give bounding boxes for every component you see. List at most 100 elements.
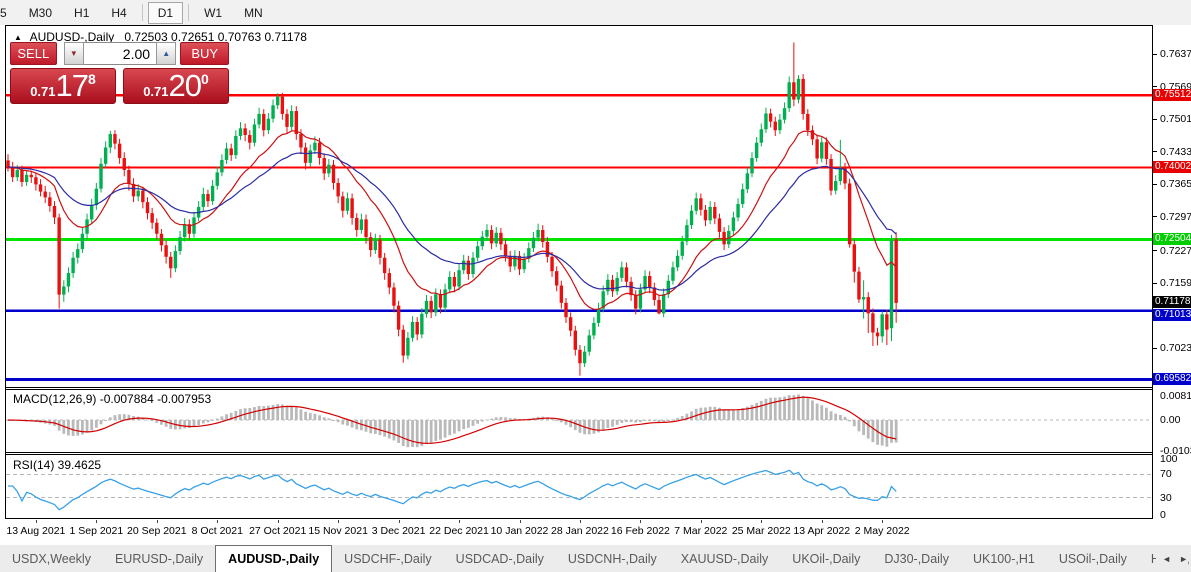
candle (671, 267, 675, 281)
macd-bar (234, 410, 238, 420)
bid-price-box[interactable]: 0.71 17 8 (10, 68, 116, 104)
candle (796, 78, 801, 100)
macd-bar (713, 406, 717, 420)
symbol-tab-dj30-daily[interactable]: DJ30-,Daily (884, 551, 949, 566)
ask-price-prefix: 0.71 (143, 84, 169, 99)
symbol-tab-usdcad-daily[interactable]: USDCAD-,Daily (455, 551, 544, 566)
symbol-tab-ukoil-daily[interactable]: UKOil-,Daily (792, 551, 861, 566)
symbol-tab-uk100-h1[interactable]: UK100-,H1 (972, 551, 1035, 566)
macd-bar (276, 404, 280, 420)
macd-bar (383, 420, 387, 437)
macd-bar (448, 420, 452, 436)
candle (34, 177, 38, 185)
date-axis-label: 28 Jan 2022 (551, 525, 609, 537)
tab-scroll-right-icon[interactable]: ► (1179, 553, 1188, 564)
macd-bar (848, 420, 852, 422)
macd-bar (81, 420, 84, 435)
candle (494, 232, 498, 244)
date-axis-tick-mark (519, 520, 521, 523)
toolbar-separator (188, 4, 190, 21)
timeframe-button-m30[interactable]: M30 (28, 5, 53, 20)
candle (271, 105, 275, 119)
candle (513, 255, 517, 267)
buy-button[interactable]: BUY (180, 42, 229, 65)
symbol-tab-usoil-daily[interactable]: USOil-,Daily (1058, 551, 1127, 566)
price-axis[interactable]: 0.763700.756900.750100.743300.736500.729… (1153, 25, 1191, 544)
price-marker-badge: 0.75512 (1153, 88, 1191, 101)
symbol-tab-audusd-daily[interactable]: AUDUSD-,Daily (215, 545, 333, 572)
timeframe-button-d1[interactable]: D1 (147, 1, 184, 24)
symbol-tab-xauusd-daily[interactable]: XAUUSD-,Daily (680, 551, 769, 566)
candle (131, 183, 136, 197)
candle (462, 260, 466, 271)
timeframe-button-5[interactable]: 5 (0, 5, 7, 20)
macd-bar (838, 415, 842, 420)
macd-bar (834, 413, 838, 420)
macd-bar (876, 420, 879, 445)
macd-bar (141, 417, 145, 420)
candle (322, 158, 326, 174)
macd-bar (160, 420, 163, 425)
date-axis-tick-mark (277, 520, 279, 523)
lot-decrease-button[interactable]: ▼ (63, 42, 85, 65)
candle (159, 233, 164, 246)
macd-bar (192, 420, 196, 427)
chart-plot-area[interactable] (5, 25, 1153, 520)
candle (99, 163, 103, 189)
candle (187, 224, 192, 234)
date-axis-tick-mark (338, 520, 340, 523)
date-axis-tick-mark (217, 520, 219, 523)
tab-scroll-left-icon[interactable]: ◄ (1162, 553, 1172, 564)
candle (280, 96, 285, 114)
macd-bar (629, 420, 633, 423)
symbol-tab-usdchf-daily[interactable]: USDCHF-,Daily (344, 551, 432, 566)
candle (731, 217, 736, 231)
symbol-tab-usdx-weekly[interactable]: USDX,Weekly (12, 551, 91, 566)
timeframe-button-h4[interactable]: H4 (111, 5, 127, 20)
chart-collapse-icon[interactable]: ▲ (14, 33, 22, 42)
toolbar-separator (141, 4, 143, 21)
macd-bar (280, 404, 284, 420)
macd-bar (397, 420, 400, 443)
lot-size-input[interactable] (84, 42, 157, 65)
timeframe-button-w1[interactable]: W1 (204, 5, 223, 20)
candle (243, 128, 247, 136)
candle (675, 255, 680, 268)
macd-bar (885, 420, 889, 447)
candle (117, 143, 122, 159)
candle (475, 246, 480, 258)
candle (699, 198, 703, 210)
candle (485, 229, 489, 237)
macd-bar (745, 406, 749, 420)
candle (66, 273, 71, 287)
macd-bar (625, 420, 628, 423)
candle (471, 257, 475, 275)
macd-bar (355, 420, 359, 430)
candle (299, 134, 303, 148)
symbol-tab-eurusd-daily[interactable]: EURUSD-,Daily (114, 551, 204, 566)
symbol-tab-usdcnh-daily[interactable]: USDCNH-,Daily (567, 551, 657, 566)
macd-bar (485, 419, 489, 421)
timeframe-button-h1[interactable]: H1 (74, 5, 90, 20)
candle (248, 135, 252, 143)
macd-bar (476, 420, 480, 424)
macd-bar (57, 420, 61, 431)
macd-bar (201, 420, 205, 424)
macd-bar (71, 420, 75, 436)
candle (708, 206, 712, 221)
rsi-axis-label: 70 (1160, 468, 1172, 481)
price-axis-tick-mark (1153, 53, 1157, 55)
candle (759, 129, 763, 143)
rsi-layer (6, 469, 1153, 511)
sell-button[interactable]: SELL (10, 42, 57, 65)
macd-bar (852, 420, 856, 427)
rsi-line (8, 469, 897, 511)
date-axis[interactable]: 13 Aug 2021 1 Sep 2021 20 Sep 2021 8 Oct 20… (5, 520, 1153, 544)
ask-price-box[interactable]: 0.71 20 0 (123, 68, 229, 104)
date-axis-label: 8 Oct 2021 (191, 525, 243, 537)
lot-increase-button[interactable]: ▲ (156, 42, 177, 65)
macd-bar (462, 420, 466, 430)
timeframe-button-mn[interactable]: MN (244, 5, 263, 20)
macd-bar (732, 409, 735, 420)
